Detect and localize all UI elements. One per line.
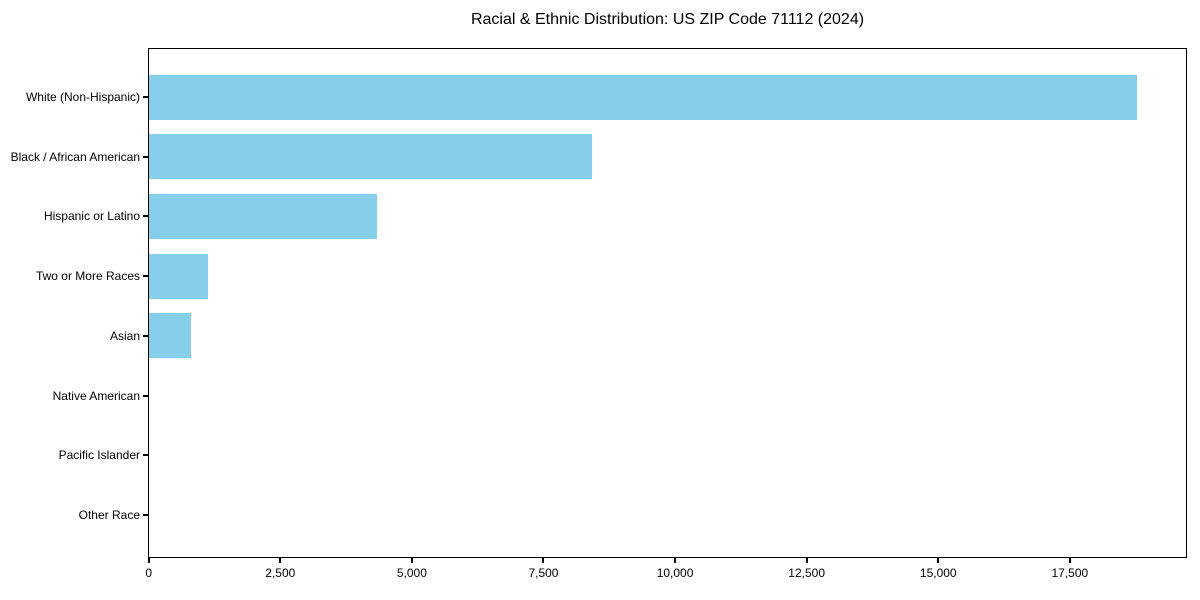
bar-two-or-more-races [148, 253, 209, 299]
bar-asian [148, 313, 191, 359]
x-tick-label: 15,000 [919, 566, 957, 580]
y-tick-mark [142, 96, 148, 98]
y-tick-mark [142, 155, 148, 158]
x-tick-mark [1068, 558, 1071, 563]
x-tick-mark [542, 558, 545, 563]
x-tick-mark [410, 558, 413, 563]
bar-hispanic-or-latino [148, 193, 378, 239]
y-tick-mark [142, 454, 148, 457]
x-tick-label: 2,500 [265, 566, 296, 580]
y-tick-label: Native American [52, 388, 140, 403]
y-tick-label: Hispanic or Latino [43, 209, 140, 224]
x-tick-label: 17,500 [1051, 566, 1089, 580]
y-tick-label: Asian [109, 328, 140, 343]
y-tick-label: White (Non-Hispanic) [25, 90, 140, 104]
x-tick-mark [674, 558, 677, 563]
bar-black-african-american [148, 134, 593, 180]
y-tick-label: Other Race [78, 507, 140, 522]
x-tick-label: 7,500 [528, 566, 559, 580]
x-tick-mark [279, 558, 282, 563]
y-tick-mark [142, 275, 148, 278]
y-tick-label: Two or More Races [35, 269, 140, 284]
y-tick-mark [142, 394, 148, 397]
y-tick-label: Pacific Islander [58, 448, 140, 463]
y-tick-mark [142, 513, 148, 516]
y-tick-label: Black / African American [10, 149, 140, 164]
x-tick-label: 0 [145, 566, 153, 580]
x-tick-mark [805, 558, 808, 563]
y-tick-mark [142, 334, 148, 337]
chart-title: Racial & Ethnic Distribution: US ZIP Cod… [470, 11, 865, 28]
x-tick-mark [147, 558, 150, 563]
x-tick-mark [937, 558, 940, 563]
plot-area [148, 48, 1187, 558]
x-tick-label: 5,000 [396, 566, 427, 580]
x-tick-label: 12,500 [788, 566, 825, 580]
bar-white-non-hispanic [148, 74, 1138, 120]
y-tick-mark [142, 215, 148, 218]
x-tick-label: 10,000 [656, 566, 694, 580]
